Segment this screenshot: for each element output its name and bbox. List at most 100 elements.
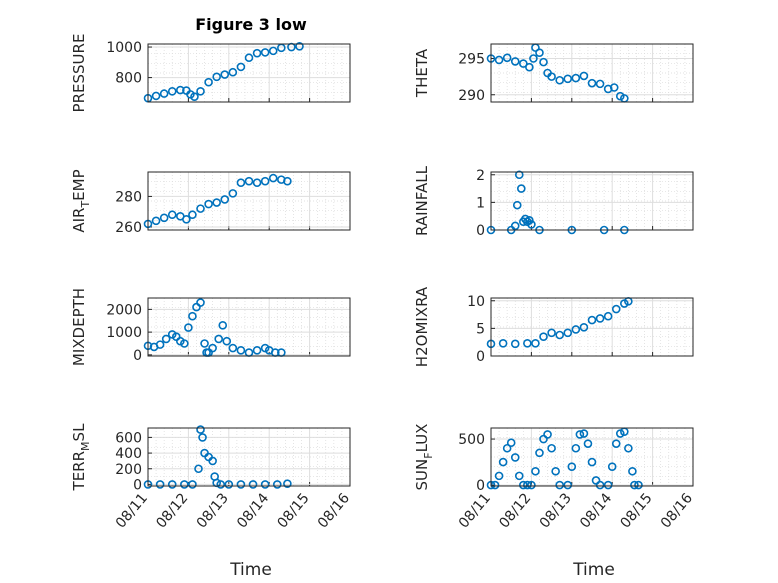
data-point bbox=[611, 439, 621, 448]
data-point bbox=[510, 453, 520, 462]
data-point bbox=[587, 457, 597, 467]
data-point bbox=[571, 73, 581, 83]
y-tick-label: 800 bbox=[115, 71, 142, 87]
data-point bbox=[188, 480, 197, 489]
data-point bbox=[208, 456, 217, 466]
data-point bbox=[272, 480, 282, 489]
data-point bbox=[176, 85, 185, 95]
data-point bbox=[514, 471, 524, 481]
y-tick-label: 295 bbox=[458, 52, 485, 68]
data-point bbox=[563, 74, 573, 84]
data-point bbox=[220, 195, 230, 204]
y-tick-label: 260 bbox=[115, 220, 142, 236]
data-point bbox=[268, 46, 278, 56]
data-point bbox=[502, 53, 512, 63]
data-point bbox=[512, 200, 522, 210]
subplot-5: 0 1000 2000 MIXDEPTH bbox=[70, 288, 351, 366]
x-tick-label: 08/16 bbox=[315, 490, 353, 531]
data-point bbox=[260, 176, 270, 186]
data-point bbox=[531, 338, 540, 348]
data-point bbox=[551, 466, 560, 476]
y-tick-label: 290 bbox=[458, 88, 485, 104]
x-axis-label-left: Time bbox=[229, 560, 272, 580]
data-point bbox=[167, 87, 177, 96]
data-point bbox=[236, 480, 246, 489]
data-point bbox=[252, 48, 262, 58]
data-point bbox=[268, 173, 278, 183]
subplot-2: 290 295 THETA bbox=[413, 43, 694, 104]
data-point bbox=[494, 55, 504, 65]
data-point bbox=[216, 480, 226, 489]
x-tick-label: 08/14 bbox=[577, 490, 615, 531]
data-point bbox=[167, 480, 177, 489]
y-tick-label: 0 bbox=[133, 477, 142, 493]
data-point bbox=[543, 430, 552, 439]
data-point bbox=[228, 67, 238, 77]
data-point bbox=[212, 72, 221, 82]
data-point bbox=[218, 320, 228, 330]
x-tick-label: 08/15 bbox=[617, 490, 655, 531]
x-tick-label: 08/16 bbox=[658, 490, 696, 531]
y-tick-label: 0 bbox=[476, 478, 485, 494]
data-point bbox=[567, 462, 577, 471]
data-point bbox=[529, 54, 538, 63]
y-axis-label: TERRMSL bbox=[70, 423, 92, 492]
data-point bbox=[200, 339, 209, 348]
data-point bbox=[228, 189, 238, 198]
data-point bbox=[182, 215, 191, 224]
y-axis-label: RAINFALL bbox=[413, 165, 431, 236]
data-point bbox=[167, 210, 177, 220]
y-axis-label: SUNFLUX bbox=[413, 424, 435, 491]
x-tick-label: 08/12 bbox=[496, 490, 534, 531]
y-tick-label: 2000 bbox=[106, 302, 142, 318]
data-point bbox=[595, 314, 605, 323]
data-point bbox=[204, 77, 213, 87]
y-tick-label: 5 bbox=[476, 321, 485, 337]
data-point bbox=[575, 430, 585, 439]
data-point bbox=[190, 92, 199, 101]
data-point bbox=[516, 184, 526, 193]
data-point bbox=[579, 322, 589, 332]
data-point bbox=[527, 220, 536, 229]
data-point bbox=[547, 443, 556, 453]
y-tick-label: 0 bbox=[476, 223, 485, 239]
data-point bbox=[151, 216, 161, 226]
subplot-8: 0 500 08/11 08/12 08/13 08/14 08/15 08/16 SUNFLU… bbox=[413, 424, 696, 532]
data-point bbox=[248, 480, 258, 489]
data-point bbox=[547, 72, 556, 81]
x-tick-label: 08/11 bbox=[113, 490, 151, 531]
data-point bbox=[159, 89, 169, 98]
y-tick-label: 280 bbox=[115, 189, 142, 205]
data-point bbox=[180, 480, 189, 489]
data-point bbox=[161, 334, 171, 344]
subplot-3: 260 280 AIRTEMP bbox=[70, 169, 351, 236]
y-tick-label: 600 bbox=[115, 430, 142, 446]
data-point bbox=[539, 57, 548, 67]
y-tick-label: 200 bbox=[115, 462, 142, 478]
data-point bbox=[523, 480, 532, 490]
data-point bbox=[490, 480, 500, 490]
data-point bbox=[260, 480, 270, 489]
data-point bbox=[611, 304, 621, 314]
data-point bbox=[194, 464, 203, 474]
data-point bbox=[607, 462, 617, 471]
data-point bbox=[510, 221, 520, 231]
data-point bbox=[196, 87, 205, 96]
data-point bbox=[630, 480, 639, 490]
data-point bbox=[595, 480, 605, 490]
data-point bbox=[196, 204, 205, 213]
x-tick-label: 08/13 bbox=[194, 490, 232, 531]
x-tick-label: 08/12 bbox=[153, 490, 191, 531]
data-point bbox=[535, 448, 544, 458]
data-point bbox=[244, 53, 254, 63]
data-point bbox=[519, 480, 528, 490]
y-axis-label: PRESSURE bbox=[70, 34, 88, 113]
y-tick-label: 500 bbox=[458, 432, 485, 448]
data-point bbox=[184, 323, 193, 332]
data-point bbox=[510, 57, 520, 66]
data-point bbox=[188, 210, 197, 220]
data-point bbox=[208, 343, 217, 353]
